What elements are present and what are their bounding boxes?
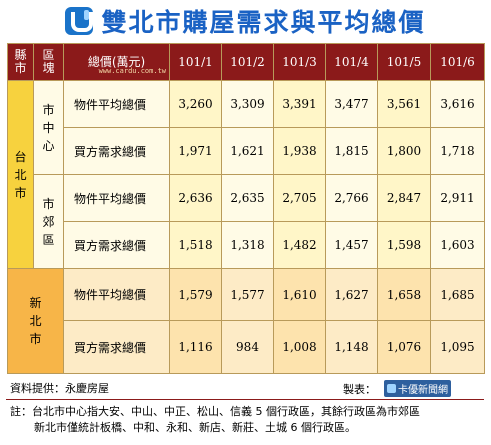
value-cell: 1,518 [169, 221, 222, 269]
table-row: 台北市 市中心 物件平均總價 3,260 3,309 3,391 3,477 3… [7, 80, 485, 269]
table-row: 新北市 物件平均總價 1,579 1,577 1,610 1,627 1,658… [7, 268, 485, 374]
value-cell: 3,391 [273, 80, 326, 128]
value-cell: 1,318 [221, 221, 274, 269]
value-cell: 1,579 [169, 268, 222, 321]
data-table: 縣市 區塊 總價(萬元) www.cardu.com.tw 101/1 101/… [7, 43, 485, 374]
month-header: 101/5 [377, 43, 431, 81]
value-cell: 984 [221, 320, 274, 374]
value-cell: 1,116 [169, 320, 222, 374]
footnote-line-1: 註：台北市中心指大安、中山、中正、松山、信義 5 個行政區，其餘行政區為市郊區 [10, 405, 420, 418]
value-cell: 1,685 [430, 268, 485, 321]
metric-label: 物件平均總價 [63, 174, 170, 222]
value-cell: 1,800 [377, 127, 431, 175]
value-cell: 2,636 [169, 174, 222, 222]
title-bar: 雙北市購屋需求與平均總價 [0, 0, 491, 42]
value-cell: 2,766 [325, 174, 378, 222]
table-row: 買方需求總價 1,971 1,621 1,938 1,815 1,800 1,7… [8, 127, 485, 175]
table-row: 買方需求總價 1,116 984 1,008 1,148 1,076 1,095 [8, 320, 485, 374]
value-cell: 1,938 [273, 127, 326, 175]
value-cell: 2,705 [273, 174, 326, 222]
value-cell: 1,627 [325, 268, 378, 321]
footnote: 註：台北市中心指大安、中山、中正、松山、信義 5 個行政區，其餘行政區為市郊區 … [10, 404, 420, 436]
value-cell: 1,610 [273, 268, 326, 321]
value-cell: 2,911 [430, 174, 485, 222]
month-header: 101/4 [325, 43, 378, 81]
metric-label: 買方需求總價 [63, 320, 170, 374]
value-cell: 1,148 [325, 320, 378, 374]
metric-label: 物件平均總價 [63, 268, 170, 321]
metric-label: 物件平均總價 [63, 80, 170, 128]
divider [6, 399, 484, 400]
month-header: 101/6 [430, 43, 485, 81]
county-header: 縣市 [7, 43, 34, 81]
newtaipei-cell: 新北市 [7, 268, 64, 374]
metric-label: 買方需求總價 [63, 221, 170, 269]
center-cell: 市中心 [33, 80, 64, 175]
value-cell: 2,635 [221, 174, 274, 222]
total-header-label: 總價(萬元) [87, 54, 146, 69]
logo-icon [65, 7, 94, 35]
page-title: 雙北市購屋需求與平均總價 [101, 8, 426, 37]
month-header: 101/3 [273, 43, 326, 81]
value-cell: 1,095 [430, 320, 485, 374]
maker-label: 製表： [343, 382, 376, 396]
value-cell: 1,457 [325, 221, 378, 269]
value-cell: 1,577 [221, 268, 274, 321]
table-row: 市郊區 物件平均總價 2,636 2,635 2,705 2,766 2,847… [8, 174, 485, 269]
value-cell: 1,008 [273, 320, 326, 374]
value-cell: 1,076 [377, 320, 431, 374]
suburb-cell: 市郊區 [33, 174, 64, 269]
value-cell: 1,718 [430, 127, 485, 175]
maker-credit: 製表： 卡優新聞網 [343, 380, 451, 397]
taipei-cell: 台北市 [7, 80, 34, 269]
value-cell: 3,561 [377, 80, 431, 128]
value-cell: 3,260 [169, 80, 222, 128]
district-header: 區塊 [33, 43, 64, 81]
brand-name: 卡優新聞網 [398, 385, 448, 396]
metric-label: 買方需求總價 [63, 127, 170, 175]
footnote-line-2: 新北市僅統計板橋、中和、永和、新店、新莊、土城 6 個行政區。 [34, 421, 356, 434]
brand-logo: 卡優新聞網 [384, 380, 451, 397]
value-cell: 3,309 [221, 80, 274, 128]
total-header: 總價(萬元) www.cardu.com.tw [63, 43, 170, 81]
header-row: 縣市 區塊 總價(萬元) www.cardu.com.tw 101/1 101/… [7, 43, 485, 81]
value-cell: 1,482 [273, 221, 326, 269]
value-cell: 1,815 [325, 127, 378, 175]
value-cell: 3,477 [325, 80, 378, 128]
watermark: www.cardu.com.tw [98, 67, 166, 75]
month-header: 101/1 [169, 43, 222, 81]
value-cell: 1,598 [377, 221, 431, 269]
value-cell: 1,658 [377, 268, 431, 321]
source-credit: 資料提供：永慶房屋 [10, 382, 109, 395]
value-cell: 1,971 [169, 127, 222, 175]
brand-icon [387, 384, 396, 393]
value-cell: 3,616 [430, 80, 485, 128]
month-header: 101/2 [221, 43, 274, 81]
value-cell: 1,603 [430, 221, 485, 269]
value-cell: 2,847 [377, 174, 431, 222]
table-row: 買方需求總價 1,518 1,318 1,482 1,457 1,598 1,6… [8, 221, 485, 269]
value-cell: 1,621 [221, 127, 274, 175]
